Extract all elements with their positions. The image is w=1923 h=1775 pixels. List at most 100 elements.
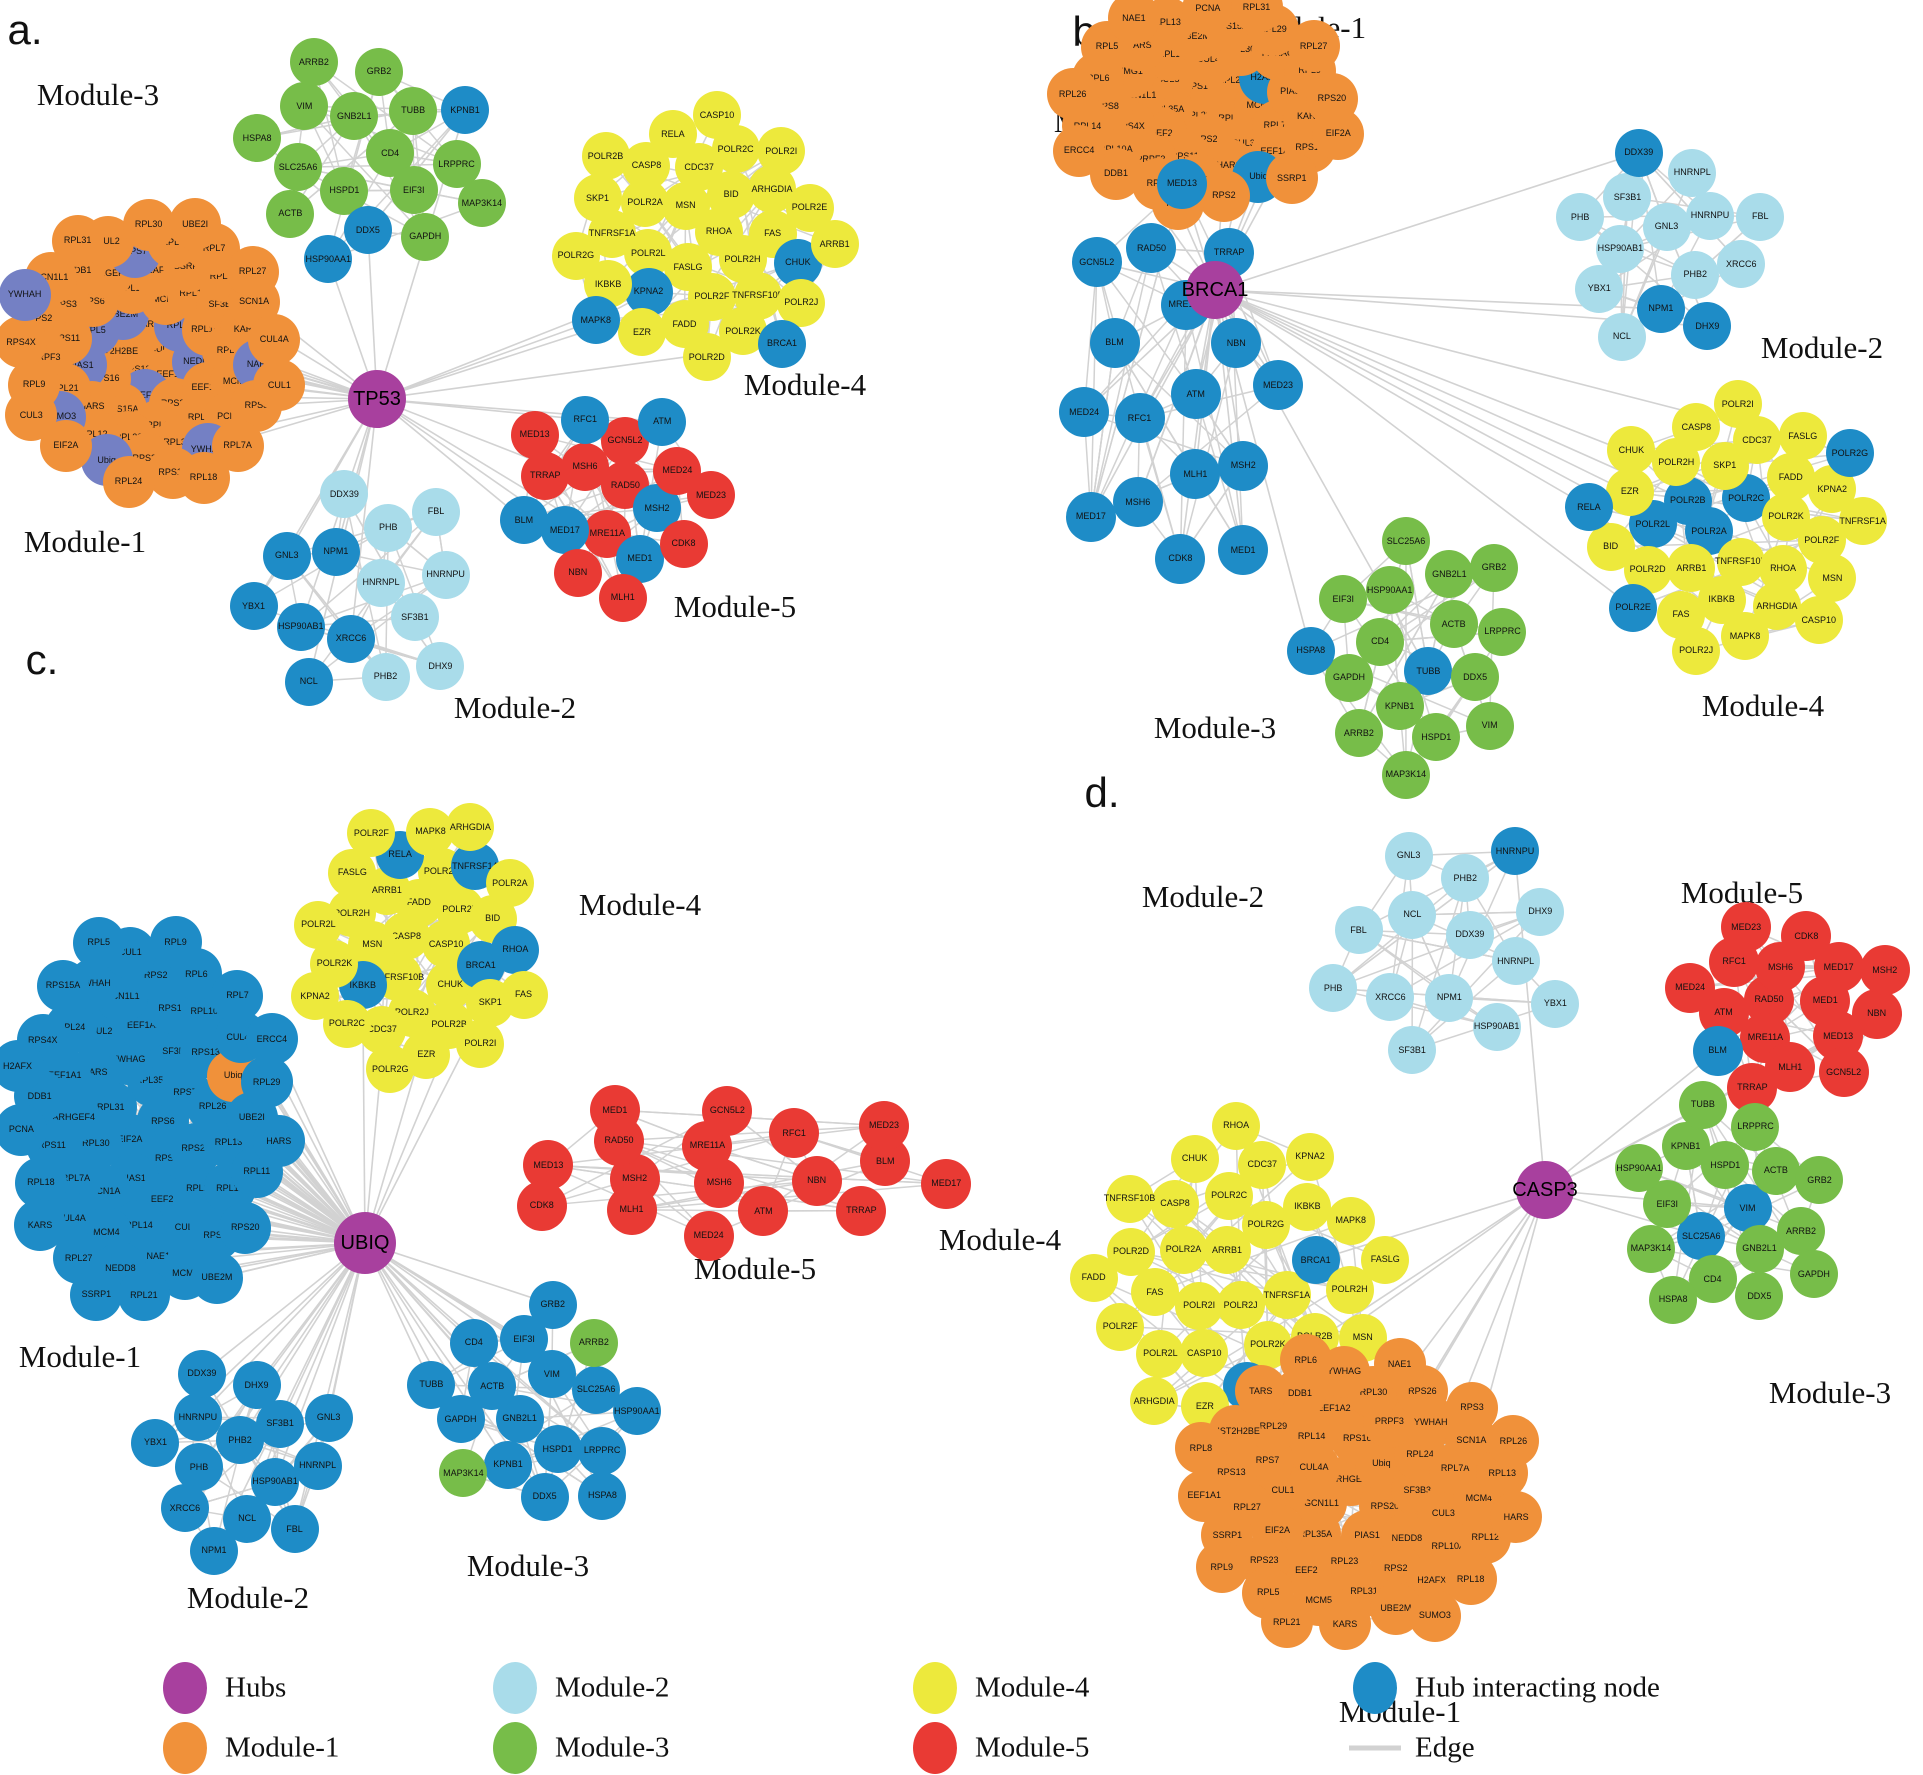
module-label-d-module-3: Module-3: [1768, 1375, 1892, 1410]
node-a-brca1: BRCA1: [758, 319, 807, 368]
node-c-ddx5: DDX5: [520, 1472, 569, 1521]
node-c-hnrnpu: HNRNPU: [173, 1393, 222, 1442]
node-c-rpl7: RPL7: [211, 969, 264, 1022]
node-d-tars: TARS: [1234, 1365, 1287, 1418]
node-d-med23: MED23: [1721, 902, 1772, 953]
node-b-phb2: PHB2: [1671, 250, 1720, 299]
edge: [286, 510, 437, 557]
node-c-xrcc6: XRCC6: [160, 1484, 209, 1533]
node-a-fbl: FBL: [412, 487, 461, 536]
node-c-kpnb1: KPNB1: [484, 1440, 532, 1489]
node-a-med23: MED23: [687, 471, 736, 519]
node-a-kpna2: KPNA2: [624, 267, 673, 316]
node-a-rpl30: RPL30: [122, 198, 175, 251]
edge: [1174, 1203, 1364, 1339]
edge: [1083, 411, 1244, 467]
node-c-ube2m: UBE2M: [190, 1251, 243, 1304]
edge: [364, 1242, 554, 1306]
legend-label-hub-interacting-node: Hub interacting node: [1415, 1671, 1660, 1704]
node-c-rpl21: RPL21: [117, 1269, 170, 1322]
node-d-faslg: FASLG: [1361, 1235, 1410, 1284]
node-c-arhgdia: ARHGDIA: [446, 803, 495, 852]
node-b-blm: BLM: [1089, 317, 1140, 368]
node-d-rpl9: RPL9: [1195, 1541, 1248, 1594]
node-b-hnrnpu: HNRNPU: [1686, 191, 1735, 240]
node-a-nbn: NBN: [553, 548, 602, 597]
node-a-gapdh: GAPDH: [401, 212, 450, 261]
node-b-rfc1: RFC1: [1114, 393, 1165, 444]
node-c-ssrp1: SSRP1: [70, 1268, 123, 1321]
module-label-a-module-1: Module-1: [23, 524, 147, 559]
node-a-ddx39: DDX39: [320, 470, 369, 519]
node-d-fbl: FBL: [1334, 906, 1383, 955]
legend-edge-line: [1349, 1745, 1401, 1751]
node-a-cdk8: CDK8: [659, 519, 708, 568]
edge: [1214, 289, 1245, 467]
node-b-med13: MED13: [1157, 158, 1208, 209]
node-a-blm: BLM: [499, 496, 548, 545]
node-d-rps3: RPS3: [1446, 1381, 1499, 1434]
node-d-rhoa: RHOA: [1212, 1101, 1261, 1150]
node-a-ybx1: YBX1: [229, 582, 278, 631]
node-c-slc25a6: SLC25A6: [572, 1365, 621, 1414]
node-d-xrcc6: XRCC6: [1366, 973, 1415, 1022]
node-a-trrap: TRRAP: [521, 451, 570, 500]
edge: [1358, 574, 1451, 734]
node-b-ezr: EZR: [1605, 467, 1654, 516]
edge: [631, 1183, 947, 1211]
node-a-arrb1: ARRB1: [810, 220, 859, 269]
node-a-polr2i: POLR2I: [757, 127, 806, 176]
edge: [1090, 248, 1153, 517]
node-b-hspa8: HSPA8: [1286, 626, 1335, 675]
node-a-med13: MED13: [510, 410, 559, 459]
edge: [308, 574, 447, 683]
node-b-polr2g: POLR2G: [1825, 429, 1874, 478]
node-b-tnfrsf1a: TNFRSF1A: [1838, 497, 1887, 546]
node-b-med17: MED17: [1065, 491, 1116, 542]
node-d-ezr: EZR: [1180, 1382, 1229, 1431]
node-b-hnrnpl: HNRNPL: [1668, 148, 1717, 197]
node-b-chuk: CHUK: [1607, 426, 1656, 475]
node-a-hnrnpl: HNRNPL: [356, 558, 405, 607]
node-b-gcn5l2: GCN5L2: [1071, 237, 1122, 288]
panel-letter-c: c.: [25, 636, 59, 683]
node-a-hsp90aa1: HSP90AA1: [304, 235, 353, 284]
node-d-hnrnpl: HNRNPL: [1491, 937, 1540, 986]
node-c-cd4: CD4: [449, 1318, 498, 1367]
module-label-b-module-2: Module-2: [1760, 330, 1884, 365]
node-b-ncl: NCL: [1597, 312, 1646, 361]
node-b-dhx9: DHX9: [1683, 302, 1732, 351]
node-c-polr2l: POLR2L: [294, 900, 343, 949]
node-a-actb: ACTB: [266, 189, 315, 238]
node-c-fas: FAS: [499, 970, 548, 1019]
node-d-cdk8: CDK8: [1781, 911, 1832, 961]
node-d-rpl26: RPL26: [1487, 1415, 1540, 1468]
node-a-rpl24: RPL24: [102, 455, 155, 508]
module-label-c-module-4: Module-4: [578, 887, 702, 922]
node-a-hsp90ab1: HSP90AB1: [276, 602, 325, 651]
node-c-phb: PHB: [175, 1443, 224, 1492]
node-d-ncl: NCL: [1388, 890, 1437, 939]
node-d-kars: KARS: [1319, 1598, 1372, 1651]
edge: [492, 1385, 637, 1413]
node-a-cul1: CUL1: [253, 359, 306, 412]
node-a-med17: MED17: [540, 506, 589, 555]
node-a-rpl18: RPL18: [177, 451, 230, 504]
node-d-gapdh: GAPDH: [1789, 1250, 1838, 1299]
node-c-med24: MED24: [683, 1210, 734, 1261]
node-a-rpl31: RPL31: [51, 214, 104, 267]
node-d-arrb2: ARRB2: [1776, 1207, 1825, 1256]
node-a-phb2: PHB2: [361, 652, 410, 701]
edge: [1179, 343, 1238, 559]
node-a-tubb: TUBB: [389, 86, 438, 135]
node-c-rps20: RPS20: [219, 1201, 272, 1254]
node-c-cdk8: CDK8: [516, 1180, 567, 1231]
node-c-med1: MED1: [589, 1085, 640, 1136]
node-b-eif2a: EIF2A: [1312, 107, 1365, 160]
node-b-slc25a6: SLC25A6: [1381, 517, 1430, 566]
node-d-grb2: GRB2: [1795, 1156, 1844, 1205]
edge: [618, 1139, 764, 1212]
node-d-polr2g: POLR2G: [1241, 1200, 1290, 1249]
node-b-eif3i: EIF3I: [1319, 575, 1368, 624]
